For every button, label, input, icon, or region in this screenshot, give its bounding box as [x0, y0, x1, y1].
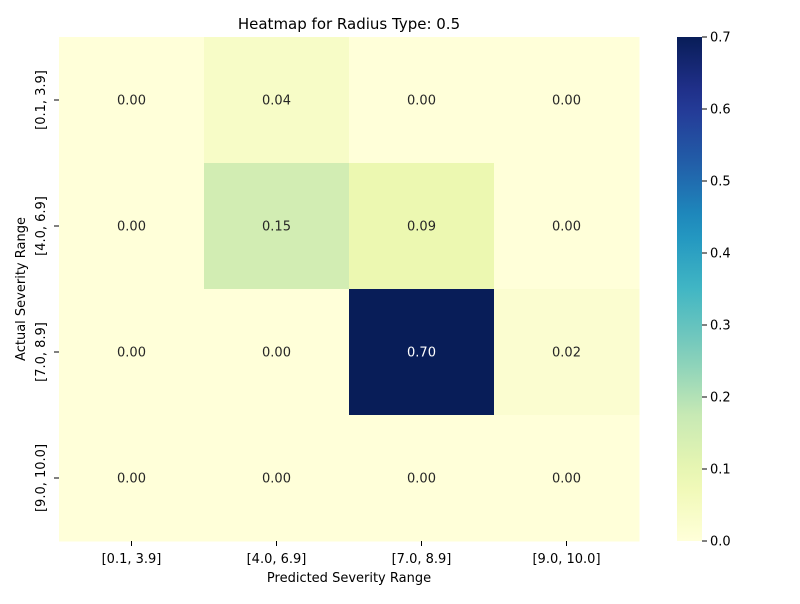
chart-title: Heatmap for Radius Type: 0.5	[238, 15, 460, 33]
y-tick-label: [0.1, 3.9]	[34, 70, 49, 130]
y-tick-label: [4.0, 6.9]	[34, 196, 49, 256]
heatmap-cell-label-r1-c3: 0.00	[552, 220, 581, 235]
heatmap-cell-label-r1-c1: 0.15	[262, 220, 291, 235]
y-tick-label: [7.0, 8.9]	[34, 322, 49, 382]
heatmap-cell-r3-c3	[494, 415, 640, 542]
x-axis-label: Predicted Severity Range	[267, 571, 431, 586]
colorbar-tick-label: 0.1	[710, 463, 731, 478]
x-tick-label: [0.1, 3.9]	[102, 552, 162, 567]
heatmap-cell-r1-c3	[494, 163, 640, 290]
heatmap-cell-r1-c1	[204, 163, 350, 290]
x-tick-label: [4.0, 6.9]	[247, 552, 307, 567]
colorbar: 0.0 0.1 0.2 0.3 0.4 0.5 0.6 0.7	[677, 31, 731, 550]
heatmap-cell-r3-c2	[349, 415, 495, 542]
heatmap-cell-label-r1-c0: 0.00	[117, 220, 146, 235]
colorbar-tick-label: 0.7	[710, 31, 731, 46]
heatmap-cell-label-r0-c0: 0.00	[117, 94, 146, 109]
heatmap-cell-r1-c2	[349, 163, 495, 290]
y-tick-label: [9.0, 10.0]	[34, 444, 49, 512]
y-axis: [0.1, 3.9] [4.0, 6.9] [7.0, 8.9] [9.0, 10.0…	[34, 70, 59, 512]
heatmap-cell-r3-c1	[204, 415, 350, 542]
heatmap-cell-r0-c2	[349, 37, 495, 164]
heatmap-cell-label-r2-c2: 0.70	[407, 346, 436, 361]
heatmap-cell-r2-c1	[204, 289, 350, 416]
heatmap-cell-label-r2-c0: 0.00	[117, 346, 146, 361]
heatmap-cell-label-r2-c1: 0.00	[262, 346, 291, 361]
heatmap-cell-label-r0-c2: 0.00	[407, 94, 436, 109]
heatmap-cell-r0-c0	[59, 37, 205, 164]
heatmap-cell-r0-c1	[204, 37, 350, 164]
colorbar-tick-label: 0.6	[710, 103, 731, 118]
y-axis-label: Actual Severity Range	[14, 217, 29, 361]
heatmap-cells	[59, 37, 640, 542]
heatmap-cell-label-r0-c3: 0.00	[552, 94, 581, 109]
heatmap-cell-label-r3-c3: 0.00	[552, 472, 581, 487]
heatmap-cell-label-r3-c1: 0.00	[262, 472, 291, 487]
heatmap-cell-label-r0-c1: 0.04	[262, 94, 291, 109]
colorbar-tick-label: 0.2	[710, 391, 731, 406]
colorbar-tick-label: 0.4	[710, 247, 731, 262]
heatmap-cell-labels: 0.00 0.04 0.00 0.00 0.00 0.15 0.09 0.00 0.00 0.00…	[117, 94, 581, 487]
heatmap-cell-r0-c3	[494, 37, 640, 164]
heatmap-cell-label-r3-c0: 0.00	[117, 472, 146, 487]
heatmap-cell-label-r2-c3: 0.02	[552, 346, 581, 361]
heatmap-cell-r3-c0	[59, 415, 205, 542]
x-tick-label: [9.0, 10.0]	[532, 552, 600, 567]
x-axis: [0.1, 3.9] [4.0, 6.9] [7.0, 8.9] [9.0, 10.0…	[102, 541, 601, 567]
heatmap-cell-r1-c0	[59, 163, 205, 290]
heatmap-cell-r2-c0	[59, 289, 205, 416]
heatmap-cell-r2-c3	[494, 289, 640, 416]
colorbar-tick-label: 0.0	[710, 535, 731, 550]
x-tick-label: [7.0, 8.9]	[392, 552, 452, 567]
heatmap-cell-r2-c2	[349, 289, 495, 416]
colorbar-tick-label: 0.3	[710, 319, 731, 334]
heatmap-cell-label-r1-c2: 0.09	[407, 220, 436, 235]
heatmap-cell-label-r3-c2: 0.00	[407, 472, 436, 487]
colorbar-ticks: 0.0 0.1 0.2 0.3 0.4 0.5 0.6 0.7	[702, 31, 731, 550]
colorbar-gradient	[677, 37, 702, 541]
colorbar-tick-label: 0.5	[710, 175, 731, 190]
